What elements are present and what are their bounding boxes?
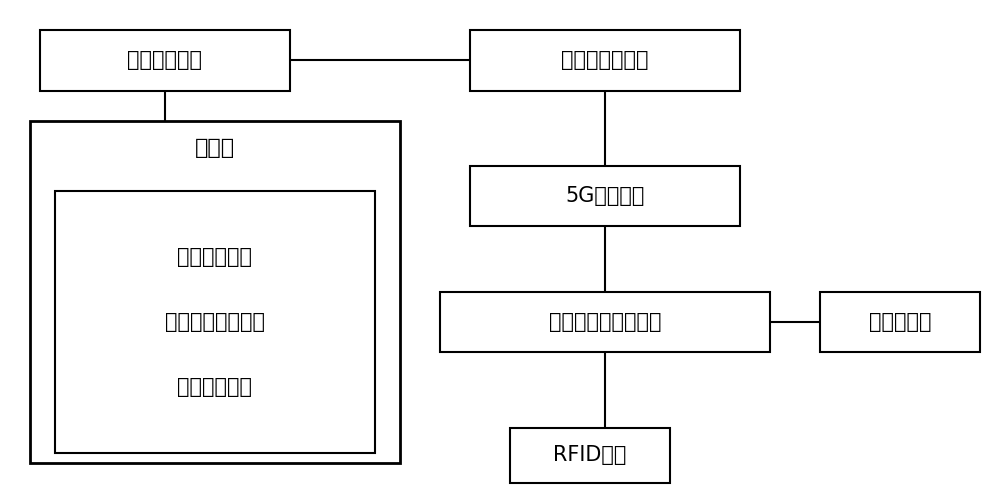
Bar — [470, 30, 740, 91]
Bar — [40, 30, 290, 91]
Text: 电量检测装置: 电量检测装置 — [128, 50, 202, 70]
Bar — [440, 292, 770, 352]
Bar — [470, 166, 740, 226]
Text: 电池电量监测模块: 电池电量监测模块 — [165, 312, 265, 332]
Text: 车载数据存储器: 车载数据存储器 — [561, 50, 649, 70]
Text: 电压监测模块: 电压监测模块 — [178, 246, 252, 267]
Bar — [820, 292, 980, 352]
Text: RFID装置: RFID装置 — [553, 445, 627, 465]
Bar — [30, 121, 400, 463]
Text: 5G通讯模块: 5G通讯模块 — [565, 186, 645, 206]
Text: 锂电池: 锂电池 — [195, 138, 235, 158]
Bar — [510, 428, 670, 483]
Text: 电池管理系统服务器: 电池管理系统服务器 — [549, 312, 661, 332]
Text: 温度传感电路: 温度传感电路 — [178, 377, 252, 397]
Bar — [55, 191, 375, 453]
Text: 电量显示屏: 电量显示屏 — [869, 312, 931, 332]
